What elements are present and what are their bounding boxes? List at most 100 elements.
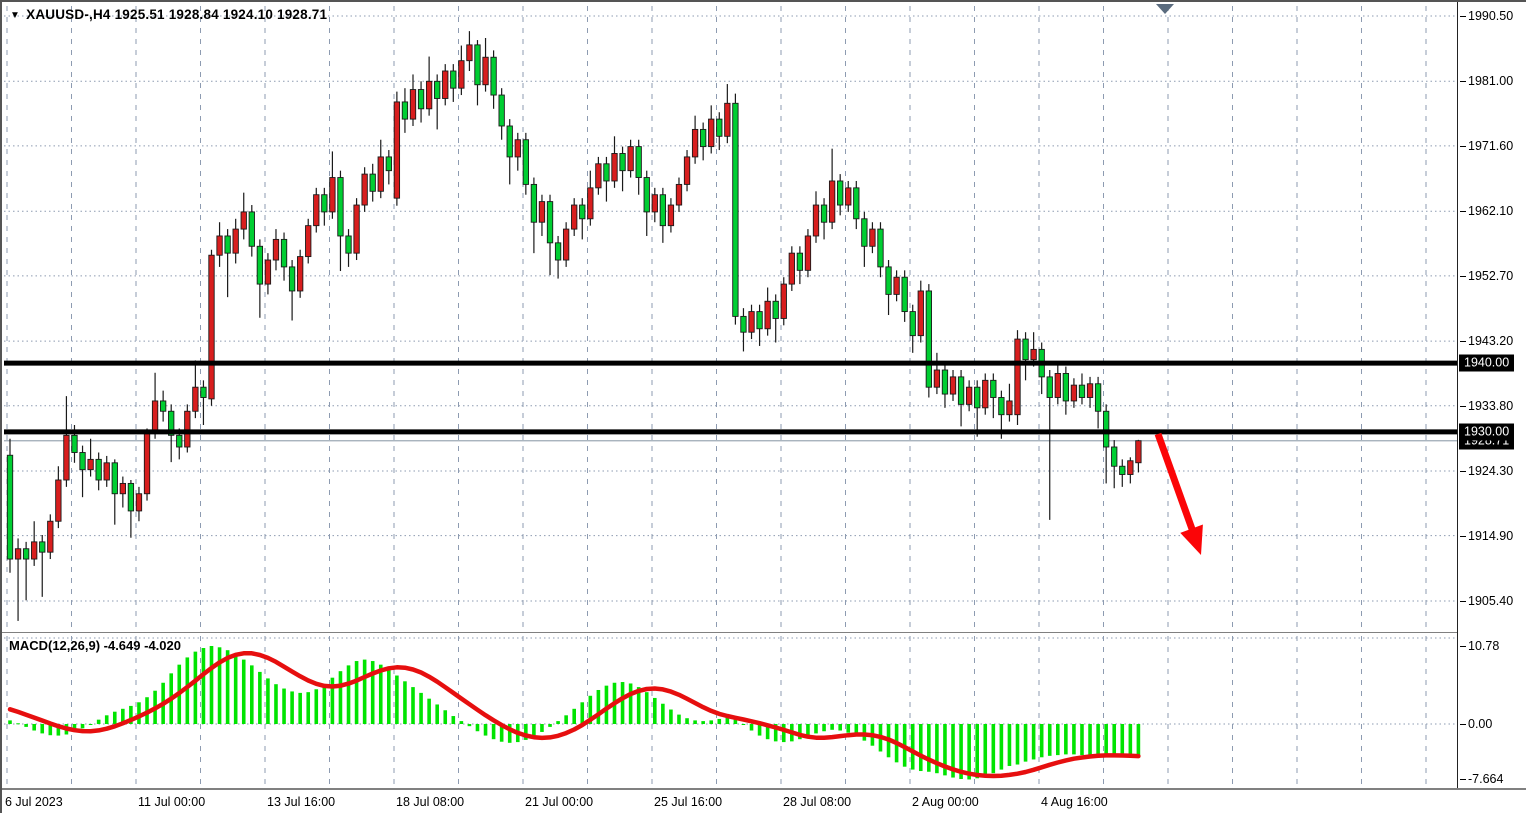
candle-body — [651, 194, 658, 213]
macd-bar — [1128, 724, 1133, 758]
macd-bar — [491, 724, 496, 740]
macd-bar — [1047, 724, 1052, 756]
macd-bar — [999, 724, 1004, 770]
macd-bar — [1039, 724, 1044, 758]
macd-bar — [387, 669, 391, 724]
candle-body — [232, 228, 239, 254]
candle-body — [224, 235, 231, 254]
time-tick-label: 28 Jul 08:00 — [783, 795, 852, 809]
symbol-dropdown-icon[interactable]: ▼ — [10, 10, 21, 21]
time-tick-label: 4 Aug 16:00 — [1041, 795, 1108, 809]
candle-body — [1078, 384, 1086, 398]
time-tick-label: 13 Jul 16:00 — [267, 795, 336, 809]
candle-body — [708, 118, 715, 148]
candle-body — [434, 80, 441, 99]
candle-body — [6, 454, 14, 560]
candle-body — [691, 128, 699, 158]
candle-body — [828, 180, 836, 223]
price-tick-label: 1933.80 — [1468, 398, 1514, 413]
price-tick-label: 1943.20 — [1468, 334, 1514, 349]
candle-body — [176, 434, 183, 448]
candle-body — [256, 245, 264, 285]
macd-bar — [411, 687, 415, 724]
candle-body — [1111, 446, 1118, 467]
candle-body — [675, 183, 683, 206]
price-chart-canvas[interactable] — [2, 2, 1458, 788]
price-tick-label: 1952.70 — [1468, 268, 1514, 283]
candle-body — [458, 60, 465, 89]
candle-body — [659, 194, 667, 227]
axis-tick-mark — [1460, 145, 1466, 147]
macd-bar — [604, 685, 609, 724]
candle-body — [820, 204, 828, 223]
candle-body — [39, 541, 46, 553]
candle-body — [998, 397, 1005, 416]
macd-bar — [298, 692, 302, 724]
candle-body — [329, 177, 336, 213]
candle-body — [95, 458, 102, 481]
macd-bar — [88, 724, 93, 725]
time-axis[interactable]: 6 Jul 2023 11 Jul 00:00 13 Jul 16:00 18 Jul… — [2, 789, 1526, 813]
macd-bar — [532, 724, 536, 737]
macd-bar — [846, 724, 851, 733]
macd-bar — [773, 724, 778, 742]
macd-bar — [104, 715, 109, 724]
macd-bar — [765, 724, 770, 740]
macd-bar — [1064, 724, 1068, 755]
macd-bar — [830, 724, 834, 730]
price-tick-label: 1962.10 — [1468, 204, 1514, 219]
candle-body — [425, 80, 433, 110]
arrow-head-icon[interactable] — [1180, 524, 1203, 556]
candle-body — [925, 290, 932, 388]
candle-body — [103, 462, 110, 481]
macd-bar — [806, 724, 810, 737]
candle-body — [506, 125, 513, 158]
candle-body — [466, 44, 473, 62]
candle-body — [313, 194, 320, 227]
candle-body — [837, 180, 844, 206]
candle-body — [409, 89, 417, 120]
macd-bar — [749, 724, 754, 731]
axis-tick-mark — [1460, 471, 1466, 473]
macd-bar — [499, 724, 504, 742]
axis-tick-mark — [1460, 405, 1466, 407]
candle-body — [579, 204, 586, 220]
price-tick-label: 1914.90 — [1468, 528, 1514, 543]
candle-body — [933, 369, 941, 388]
candle-body — [14, 548, 22, 560]
panel-splitter[interactable] — [2, 632, 1458, 633]
time-tick-label: 25 Jul 16:00 — [654, 795, 723, 809]
candle-body — [385, 156, 392, 172]
candle-body — [530, 183, 538, 223]
macd-bar — [266, 678, 270, 724]
macd-bar — [475, 724, 480, 732]
macd-bar — [121, 708, 125, 724]
macd-bar — [330, 677, 335, 724]
candle-body — [514, 139, 521, 158]
candle-body — [450, 70, 457, 89]
macd-bar — [80, 724, 85, 729]
candle-body — [990, 379, 997, 398]
arrow-shaft[interactable] — [1154, 432, 1196, 531]
macd-bar — [395, 675, 399, 724]
price-axis[interactable]: 1990.50 1981.00 1971.60 1962.10 1952.70 1943.… — [1458, 2, 1526, 788]
axis-tick-mark — [1460, 275, 1466, 277]
candle-body — [1103, 410, 1110, 448]
macd-bar — [250, 665, 254, 724]
macd-bar — [975, 724, 979, 779]
macd-bar — [564, 715, 568, 724]
macd-bar — [306, 692, 311, 724]
macd-bar — [56, 724, 61, 736]
candle-body — [748, 311, 755, 333]
candle-body — [804, 235, 812, 271]
scroll-marker-icon[interactable] — [1156, 4, 1174, 14]
candle-body — [377, 156, 384, 192]
macd-bar — [435, 704, 439, 724]
candle-body — [353, 204, 360, 254]
macd-bar — [661, 703, 665, 724]
candle-body — [272, 238, 280, 261]
macd-bar — [185, 657, 190, 724]
macd-bar — [427, 698, 431, 724]
candle-body — [1127, 460, 1134, 475]
